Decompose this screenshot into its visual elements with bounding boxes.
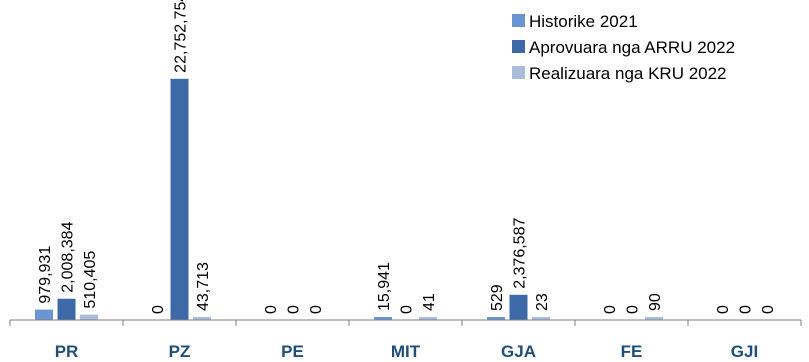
data-label-pr-series-3: 510,405 [82,251,99,309]
category-label-pz: PZ [169,342,191,361]
data-label-fe-series-3: 90 [647,293,664,311]
bar-mit-series-1 [374,317,392,320]
value-labels-group: 979,931 2,008,384 510,405 0 22,752,754 43,713… [37,0,777,314]
data-label-pe-series-3: 0 [308,305,325,314]
data-label-pz-series-3: 43,713 [195,262,212,311]
legend-label-3: Realizuara nga KRU 2022 [529,64,727,83]
data-label-fe-series-2: 0 [625,305,642,314]
category-label-pr: PR [55,342,79,361]
bar-gja-series-3 [532,317,550,320]
data-label-pz-series-1: 0 [150,305,167,314]
bar-pr-series-1 [35,309,53,320]
data-label-pe-series-2: 0 [286,305,303,314]
data-label-gja-series-2: 2,376,587 [512,218,529,289]
legend: Historike 2021 Aprovuara nga ARRU 2022 Rea… [512,12,735,83]
data-label-pz-series-2: 22,752,754 [173,0,190,73]
bar-gja-series-1 [487,317,505,320]
bar-pr-series-2 [57,298,76,320]
bar-pz-series-3 [193,317,211,320]
category-label-fe: FE [621,342,643,361]
data-label-mit-series-1: 15,941 [376,262,393,311]
data-label-pr-series-1: 979,931 [37,246,54,304]
bar-pr-series-3 [80,314,98,320]
category-labels-group: PR PZ PE MIT GJA FE GJI [55,342,759,361]
category-label-pe: PE [281,342,304,361]
category-label-gji: GJI [731,342,758,361]
data-label-fe-series-1: 0 [602,305,619,314]
bars-group [35,78,663,321]
category-label-mit: MIT [391,342,421,361]
data-label-pr-series-2: 2,008,384 [60,221,77,292]
data-label-gji-series-1: 0 [715,305,732,314]
data-label-mit-series-3: 41 [421,293,438,311]
bar-gja-series-2 [509,294,528,320]
category-label-gja: GJA [501,342,536,361]
data-label-gji-series-2: 0 [738,305,755,314]
data-label-gja-series-1: 529 [489,284,506,311]
legend-label-1: Historike 2021 [529,12,638,31]
data-label-gji-series-3: 0 [760,305,777,314]
data-label-gja-series-3: 23 [534,293,551,311]
bar-pz-series-2 [170,78,189,321]
legend-swatch-1 [512,14,525,27]
bar-fe-series-3 [645,317,663,320]
data-label-pe-series-1: 0 [263,305,280,314]
legend-swatch-3 [512,66,525,79]
legend-label-2: Aprovuara nga ARRU 2022 [529,38,735,57]
legend-swatch-2 [512,40,525,53]
bar-mit-series-3 [419,317,437,320]
data-label-mit-series-2: 0 [399,305,416,314]
x-axis [9,319,802,326]
